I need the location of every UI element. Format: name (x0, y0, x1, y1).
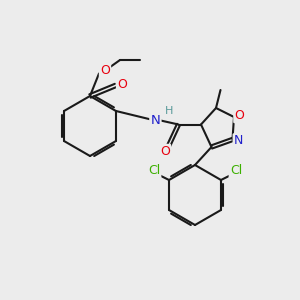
Text: O: O (100, 64, 110, 77)
Text: O: O (117, 77, 127, 91)
Text: H: H (165, 106, 174, 116)
Text: Cl: Cl (148, 164, 160, 178)
Text: Cl: Cl (230, 164, 242, 178)
Text: O: O (235, 109, 244, 122)
Text: N: N (234, 134, 243, 148)
Text: O: O (160, 145, 170, 158)
Text: N: N (151, 113, 160, 127)
